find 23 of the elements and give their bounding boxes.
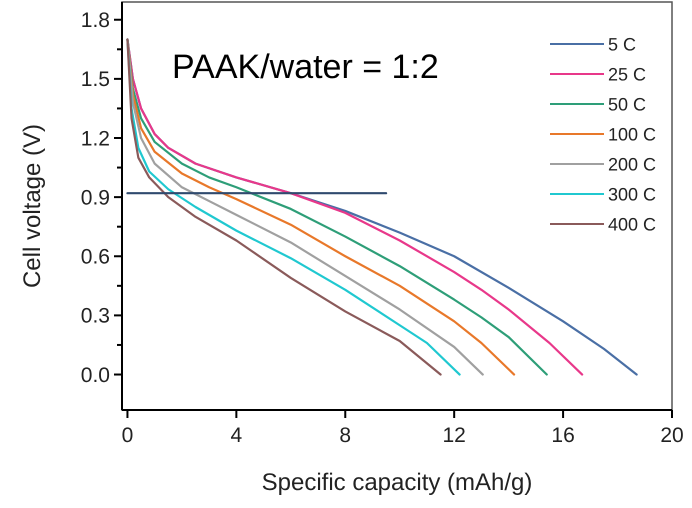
y-tick-label: 0.0	[80, 364, 110, 387]
legend-label: 25 C	[608, 64, 646, 84]
y-tick-label: 1.2	[80, 127, 110, 150]
y-tick-label: 1.5	[80, 68, 110, 92]
legend-label: 50 C	[608, 94, 646, 114]
y-axis-title: Cell voltage (V)	[19, 124, 46, 288]
y-tick-label: 0.9	[80, 186, 110, 210]
x-axis-title: Specific capacity (mAh/g)	[262, 469, 532, 496]
x-tick-label: 20	[660, 424, 684, 447]
x-tick-label: 12	[442, 424, 466, 447]
x-tick-label: 4	[230, 424, 243, 447]
legend-label: 5 C	[608, 34, 636, 54]
legend-label: 400 C	[608, 214, 656, 234]
y-tick-label: 0.6	[80, 246, 110, 269]
annotation: PAAK/water = 1:2	[172, 48, 439, 86]
legend-label: 100 C	[608, 124, 656, 144]
legend-label: 300 C	[608, 184, 656, 204]
x-tick-label: 0	[122, 424, 134, 447]
x-tick-label: 8	[339, 424, 352, 447]
legend-label: 200 C	[608, 154, 656, 174]
x-tick-label: 16	[551, 424, 575, 447]
y-tick-label: 0.3	[80, 304, 110, 328]
y-tick-label: 1.8	[80, 9, 110, 32]
